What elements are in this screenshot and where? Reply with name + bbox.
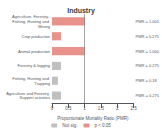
svg-text:PMR = 0.275: PMR = 0.275 [136,93,160,98]
svg-text:2.5: 2.5 [130,106,137,111]
svg-text:Animal production: Animal production [18,49,50,54]
svg-text:Agriculture, Forestry,: Agriculture, Forestry, [12,14,50,20]
svg-text:Trapping: Trapping [34,81,50,86]
svg-text:PMR = 1.000: PMR = 1.000 [136,49,160,54]
svg-text:PMR = 0.275: PMR = 0.275 [136,34,160,39]
svg-text:Agriculture and Forestry: Agriculture and Forestry [6,90,50,96]
svg-text:Crop production: Crop production [22,34,50,39]
svg-text:Not sig.: Not sig. [62,123,77,128]
svg-text:PMR = 1.001: PMR = 1.001 [136,19,160,24]
svg-text:Fishing, Hunting and: Fishing, Hunting and [12,18,50,24]
svg-text:Support activities: Support activities [20,95,50,100]
svg-text:Forestry & logging: Forestry & logging [18,63,50,68]
svg-text:2: 2 [116,106,119,111]
svg-text:Industry: Industry [67,7,95,15]
svg-text:p < 0.05: p < 0.05 [94,123,111,128]
svg-text:0.5: 0.5 [65,106,72,111]
svg-text:PMR = 0.18: PMR = 0.18 [136,78,158,83]
svg-text:PMR = 0.275: PMR = 0.275 [136,63,160,68]
svg-text:1: 1 [83,106,86,111]
svg-text:Fishing, Hunting and: Fishing, Hunting and [12,75,50,81]
svg-text:0: 0 [51,106,54,111]
svg-text:Proportionate Mortality Ratio: Proportionate Mortality Ratio (PMR) [57,116,129,121]
svg-text:Mining: Mining [38,24,50,29]
svg-text:1.5: 1.5 [98,106,105,111]
